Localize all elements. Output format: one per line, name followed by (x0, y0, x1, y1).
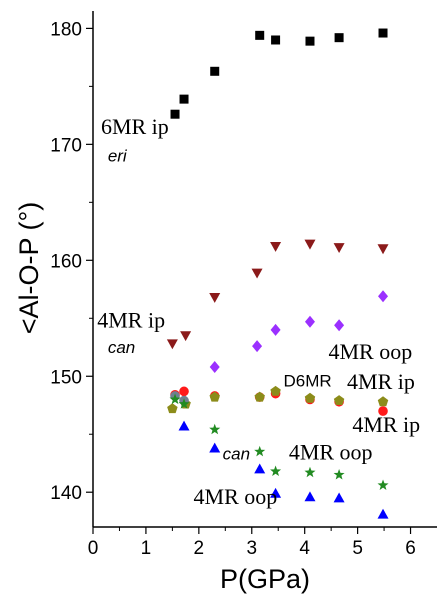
data-point-triangle-down (377, 244, 389, 255)
data-point-star (254, 445, 266, 457)
annotations: 6MR ip eri 4MR ip can 4MR oop D6MR 4MR ip 4MR i… (97, 114, 420, 509)
data-point-star (333, 469, 345, 480)
y-tick-label: 160 (50, 251, 82, 272)
data-point-triangle-up (178, 420, 190, 431)
data-marks (166, 28, 389, 519)
data-point-triangle-up (209, 442, 221, 453)
data-point-star (178, 398, 190, 409)
annotation-label: 6MR ip (101, 114, 169, 139)
data-point-triangle-down (333, 243, 345, 254)
data-point-square (210, 66, 220, 76)
data-point-circle (378, 406, 388, 416)
annotation-label: D6MR (284, 372, 332, 391)
data-point-star (270, 465, 282, 477)
data-point-triangle-up (333, 492, 345, 503)
y-tick-label: 150 (50, 367, 82, 388)
data-point-pentagon (254, 391, 265, 402)
data-point-star (209, 423, 221, 435)
data-point-triangle-down (180, 331, 192, 342)
data-point-diamond (378, 290, 389, 303)
data-point-triangle-up (377, 508, 389, 519)
data-point-pentagon (209, 391, 220, 402)
data-point-square (334, 33, 344, 43)
annotation-label: 4MR oop (289, 440, 373, 465)
data-point-diamond (252, 340, 263, 353)
annotation-label: 4MR oop (329, 339, 413, 364)
data-point-star (377, 479, 389, 490)
y-axis-label: <Al-O-P (°) (14, 202, 44, 335)
x-tick-label: 1 (141, 538, 152, 559)
annotation-label: eri (108, 147, 128, 166)
data-point-square (179, 94, 189, 104)
data-point-pentagon (304, 392, 316, 403)
data-point-star (169, 393, 181, 405)
data-point-triangle-down (209, 293, 221, 303)
data-point-pentagon (333, 395, 345, 406)
data-point-square (271, 35, 281, 45)
annotation-label: 4MR ip (347, 369, 415, 394)
data-point-diamond (270, 323, 281, 336)
data-point-triangle-down (270, 241, 282, 252)
annotation-label: 4MR ip (97, 308, 165, 333)
data-point-pentagon (377, 396, 389, 407)
x-tick-label: 0 (88, 538, 99, 559)
annotation-label: 4MR ip (352, 412, 420, 437)
data-point-square (255, 30, 265, 40)
data-point-pentagon (270, 385, 281, 396)
data-point-square (170, 109, 180, 119)
y-tick-label: 140 (50, 483, 82, 504)
x-tick-label: 4 (299, 538, 310, 559)
data-point-pentagon (167, 403, 178, 414)
x-tick-label: 6 (405, 538, 416, 559)
annotation-label: can (108, 338, 135, 357)
data-point-square (378, 28, 388, 38)
data-point-diamond (209, 360, 220, 373)
x-axis-label: P(GPa) (220, 564, 310, 594)
y-tick-label: 170 (50, 135, 82, 156)
annotation-label: 4MR oop (194, 484, 278, 509)
axes: 0 1 2 3 4 5 6 140 150 160 170 180 (50, 11, 437, 559)
data-point-triangle-down (304, 239, 316, 250)
data-point-circle (179, 386, 189, 397)
data-point-star (304, 466, 316, 478)
data-point-triangle-down (251, 268, 263, 279)
data-point-triangle-up (304, 491, 316, 502)
data-point-square (305, 36, 315, 46)
data-point-triangle-down (166, 339, 178, 350)
x-tick-label: 5 (352, 538, 363, 559)
data-point-diamond (304, 315, 315, 328)
data-point-diamond (334, 319, 345, 332)
data-point-triangle-up (270, 487, 282, 498)
data-point-triangle-up (254, 463, 266, 474)
x-tick-label: 2 (194, 538, 205, 559)
x-tick-label: 3 (246, 538, 257, 559)
y-tick-label: 180 (50, 19, 82, 40)
annotation-label: can (223, 445, 250, 464)
